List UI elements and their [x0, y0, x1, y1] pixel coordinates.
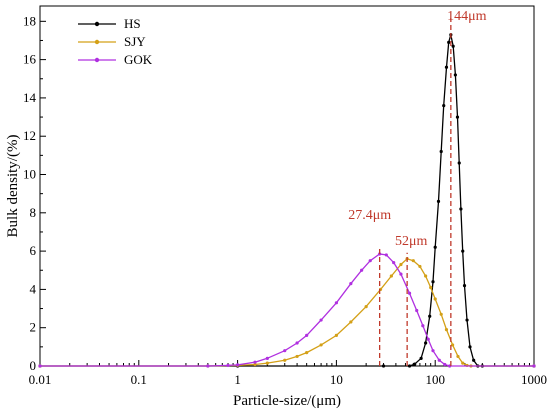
y-tick-label: 2	[30, 320, 37, 335]
data-point-gok	[349, 282, 353, 286]
data-point-sjy	[265, 361, 269, 365]
data-point-gok	[295, 341, 299, 345]
x-tick-label: 10	[330, 372, 343, 387]
data-point-hs	[428, 314, 432, 318]
data-point-gok	[368, 259, 372, 263]
data-point-sjy	[389, 274, 393, 278]
data-point-gok	[421, 324, 425, 328]
legend-label-gok: GOK	[124, 52, 153, 67]
data-point-sjy	[399, 262, 403, 267]
data-point-gok	[384, 253, 388, 257]
data-point-gok	[265, 356, 269, 360]
data-point-gok	[319, 318, 323, 322]
data-point-hs	[468, 345, 472, 349]
x-tick-label: 0.1	[131, 372, 147, 387]
data-point-sjy	[456, 354, 460, 359]
data-point-gok	[399, 272, 403, 276]
data-point-gok	[532, 364, 536, 368]
data-point-gok	[415, 308, 419, 313]
y-tick-label: 0	[30, 358, 37, 373]
data-point-sjy	[305, 350, 309, 355]
data-point-hs	[436, 199, 441, 203]
data-point-gok	[443, 362, 447, 367]
data-point-gok	[38, 364, 42, 368]
annotation-label: 27.4μm	[348, 208, 391, 223]
data-point-sjy	[461, 361, 465, 365]
series-line-gok	[40, 253, 534, 367]
y-tick-label: 8	[30, 205, 37, 220]
y-tick-label: 14	[23, 90, 37, 105]
data-point-hs	[461, 249, 465, 253]
data-point-sjy	[349, 320, 353, 324]
data-point-sjy	[418, 264, 422, 269]
data-point-hs	[465, 318, 469, 322]
y-tick-label: 16	[23, 52, 37, 67]
data-point-hs	[455, 115, 460, 119]
data-point-sjy	[433, 297, 437, 301]
data-point-sjy	[444, 328, 449, 332]
data-point-hs	[433, 245, 437, 249]
x-tick-label: 1	[234, 372, 241, 387]
data-point-sjy	[253, 362, 257, 367]
x-tick-label: 0.01	[29, 372, 52, 387]
data-point-gok	[305, 333, 309, 337]
data-point-gok	[206, 364, 210, 368]
data-point-sjy	[364, 305, 368, 309]
data-point-hs	[381, 364, 386, 368]
data-point-gok	[431, 349, 435, 353]
y-tick-label: 4	[30, 281, 37, 296]
legend-label-hs: HS	[124, 16, 141, 31]
data-point-hs	[424, 341, 428, 345]
legend-marker-hs	[94, 21, 100, 27]
series-line-hs	[40, 34, 534, 367]
data-point-gok	[392, 260, 396, 265]
data-point-sjy	[411, 259, 415, 263]
annotation-label: 52μm	[395, 234, 428, 249]
data-point-gok	[426, 337, 430, 341]
data-point-gok	[360, 268, 364, 272]
annotation-label: 144μm	[447, 9, 487, 24]
data-point-hs	[439, 149, 443, 154]
data-point-hs	[453, 73, 457, 77]
data-point-hs	[457, 161, 461, 165]
legend-label-sjy: SJY	[124, 34, 146, 49]
y-tick-label: 12	[23, 128, 36, 143]
data-point-sjy	[295, 354, 299, 359]
data-point-hs	[419, 356, 423, 360]
data-point-sjy	[439, 312, 443, 316]
data-point-hs	[413, 362, 417, 366]
data-point-hs	[431, 280, 435, 284]
y-tick-label: 18	[23, 13, 36, 28]
data-point-gok	[283, 349, 287, 353]
data-point-gok	[334, 301, 338, 305]
data-point-sjy	[283, 358, 287, 362]
data-point-hs	[444, 65, 449, 69]
data-point-hs	[407, 364, 412, 368]
data-point-sjy	[319, 343, 323, 347]
data-point-sjy	[424, 274, 428, 278]
data-point-sjy	[429, 285, 433, 290]
y-tick-label: 6	[30, 243, 37, 258]
data-point-sjy	[450, 343, 455, 347]
data-point-gok	[437, 358, 441, 362]
data-point-hs	[462, 283, 467, 288]
data-point-hs	[451, 44, 455, 48]
x-axis-title: Particle-size/(μm)	[233, 393, 341, 409]
data-point-gok	[407, 291, 412, 295]
legend-marker-gok	[94, 57, 100, 63]
data-point-hs	[459, 207, 463, 211]
y-tick-label: 10	[23, 167, 36, 182]
x-tick-label: 1000	[521, 372, 547, 387]
data-point-gok	[253, 360, 257, 364]
data-point-gok	[226, 363, 230, 368]
data-point-hs	[447, 40, 451, 44]
data-point-gok	[236, 363, 240, 367]
data-point-sjy	[334, 333, 338, 337]
data-point-hs	[472, 358, 476, 362]
x-tick-label: 100	[425, 372, 445, 387]
data-point-hs	[442, 103, 446, 108]
y-axis-title: Bulk density/(%)	[5, 135, 21, 238]
legend-marker-sjy	[94, 39, 100, 45]
